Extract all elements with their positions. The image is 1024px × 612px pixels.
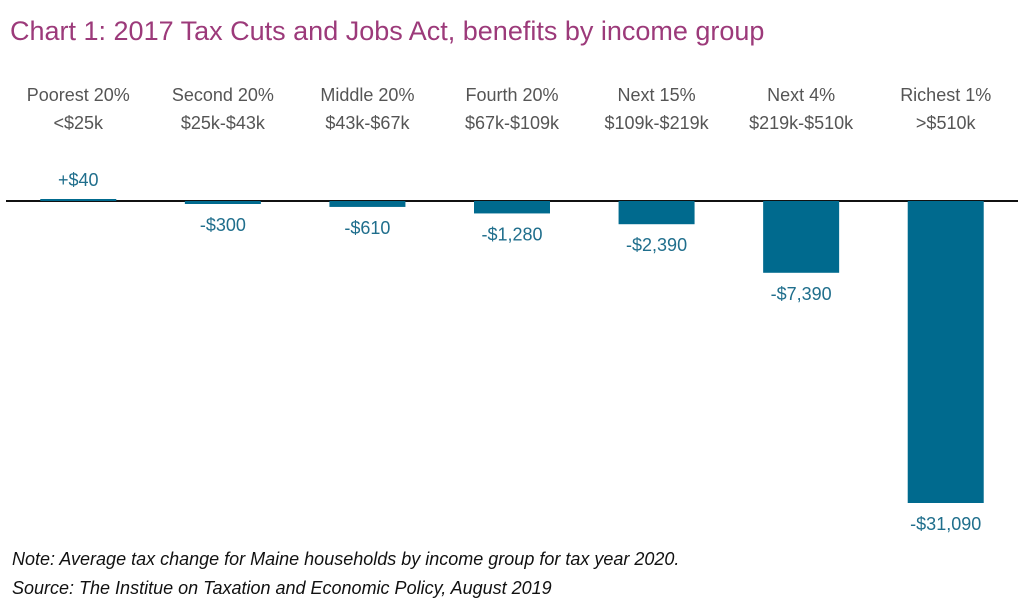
category-label-range: $67k-$109k [465,113,560,133]
value-label: +$40 [58,170,99,190]
bar [329,201,406,207]
category-label-range: $219k-$510k [749,113,854,133]
category-label-group: Next 15% [618,85,696,105]
bar [474,201,550,214]
chart-note: Note: Average tax change for Maine house… [12,549,680,569]
value-label: -$1,280 [481,224,542,244]
bar-chart: Poorest 20% <$25k Second 20% $25k-$43k Middl… [6,85,1018,534]
category-label-group: Second 20% [172,85,274,105]
category-label-range: $109k-$219k [605,113,710,133]
bar [618,201,695,225]
bar [184,201,261,204]
category-label-group: Next 4% [767,85,835,105]
category-label-range: $43k-$67k [325,113,410,133]
value-label: -$610 [344,218,390,238]
category-label-group: Fourth 20% [465,85,558,105]
value-label: -$7,390 [771,284,832,304]
value-label: -$31,090 [910,514,981,534]
bar [907,201,984,503]
bar [40,199,117,201]
chart-source: Source: The Institue on Taxation and Eco… [12,578,552,598]
category-label-range: >$510k [916,113,977,133]
category-label-group: Richest 1% [900,85,991,105]
category-label-group: Poorest 20% [27,85,130,105]
bar [763,201,840,273]
value-label: -$2,390 [626,235,687,255]
value-label: -$300 [200,215,246,235]
value-labels: +$40 -$300 -$610 -$1,280 -$2,390 -$7,390 -$31,… [58,170,981,534]
category-label-group: Middle 20% [320,85,414,105]
chart-title: Chart 1: 2017 Tax Cuts and Jobs Act, ben… [10,16,765,46]
category-label-range: <$25k [54,113,105,133]
bars [40,199,984,503]
category-labels: Poorest 20% <$25k Second 20% $25k-$43k Middl… [27,85,991,133]
category-label-range: $25k-$43k [181,113,266,133]
